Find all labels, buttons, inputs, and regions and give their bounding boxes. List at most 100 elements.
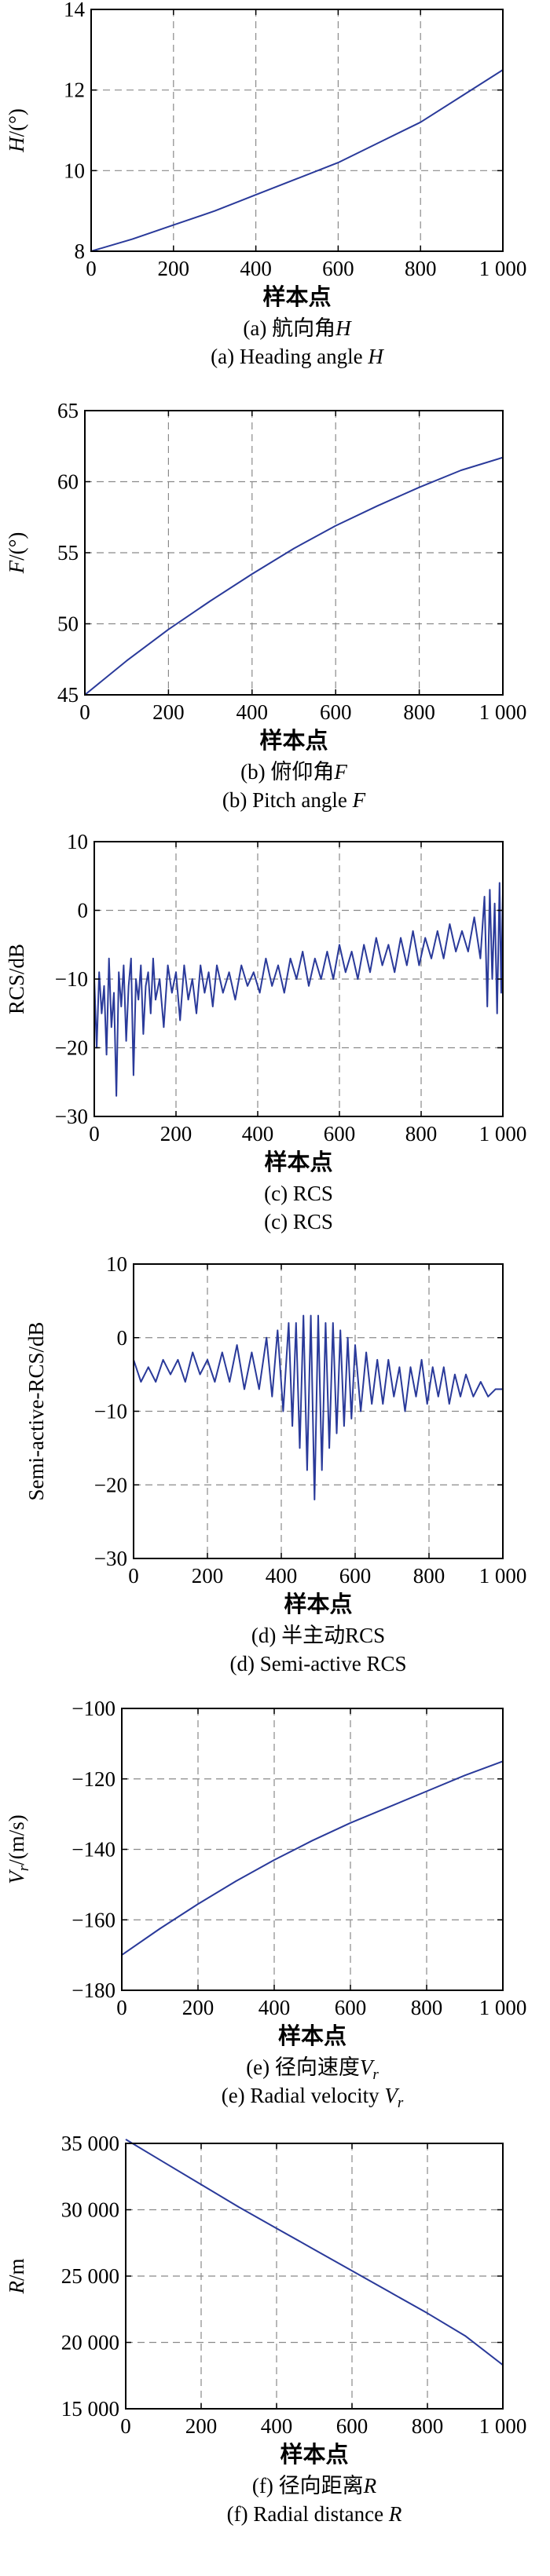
y-tick-label: 0 [117,1326,128,1350]
caption-cn: (d) 半主动RCS [251,1624,385,1647]
caption-cn-text: (f) 径向距离 [252,2474,364,2497]
y-axis-label-main: Semi-active-RCS/dB [24,1322,48,1501]
x-tick-label: 200 [152,700,185,724]
y-tick-label: −20 [94,1473,127,1496]
caption-cn: (e) 径向速度Vr [246,2055,379,2083]
x-tick-label: 0 [86,257,97,280]
y-axis-label: RCS/dB [5,944,28,1014]
x-tick-label: 800 [405,257,437,280]
x-axis-label: 样本点 [280,2441,348,2468]
y-tick-label: 8 [75,239,86,263]
y-axis-label-main: RCS/dB [5,944,28,1014]
y-tick-label: −160 [72,1908,116,1931]
y-tick-label: 10 [64,159,85,182]
x-tick-label: 1 000 [479,257,527,280]
y-tick-label: 20 000 [61,2331,119,2355]
x-tick-label: 600 [322,257,354,280]
y-axis-label-unit: /m [5,2258,28,2281]
caption-en-text: (b) Pitch angle [222,788,353,812]
chart-f: 0 200 400 600 800 1 000 15 000 20 000 25 000 30 0… [5,2132,526,2526]
y-tick-label: 65 [57,399,79,422]
x-tick-label: 400 [242,1122,274,1145]
y-tick-label: −20 [55,1036,88,1060]
x-tick-label: 800 [403,700,435,724]
caption-en-sub: r [398,2095,404,2111]
x-axis-label: 样本点 [262,283,331,310]
caption-en-text: (d) Semi-active RCS [230,1652,407,1675]
x-tick-label: 600 [320,700,352,724]
series-line [94,882,504,1097]
x-tick-label: 200 [192,1564,224,1588]
caption-cn: (c) RCS [264,1182,333,1205]
caption-en-var: H [367,345,384,368]
caption-en: (c) RCS [264,1210,333,1233]
y-tick-label: 25 000 [61,2264,119,2288]
caption-cn: (f) 径向距离R [252,2474,377,2497]
y-axis-label: R/m [5,2258,28,2294]
caption-cn: (a) 航向角H [243,316,352,340]
y-tick-label: −120 [72,1767,116,1791]
plot-frame [133,1263,504,1559]
caption-en: (e) Radial velocity Vr [222,2084,404,2111]
y-tick-label: −140 [72,1838,116,1862]
y-tick-label: 10 [106,1252,127,1276]
x-tick-label: 0 [79,700,90,724]
x-tick-label: 600 [324,1122,356,1145]
caption-en: (b) Pitch angle F [222,788,366,812]
caption-en-text: (f) Radial distance [227,2502,389,2526]
y-tick-label: −10 [94,1400,127,1423]
y-tick-label: 60 [57,470,79,494]
y-tick-label: 35 000 [61,2132,119,2155]
x-tick-label: 600 [335,1996,367,2019]
x-tick-label: 0 [116,1996,127,2019]
y-axis-label: F/(°) [5,532,28,575]
caption-cn-sub: r [372,2066,379,2083]
caption-en-var: F [352,788,366,812]
caption-cn-var: H [335,316,352,340]
series-line [125,2139,504,2366]
series-line [90,69,504,252]
caption-en: (f) Radial distance R [227,2502,402,2526]
x-tick-label: 800 [405,1122,438,1145]
y-tick-label: −30 [94,1547,127,1570]
caption-en-var: R [388,2502,402,2526]
caption-en-var: V [384,2084,400,2107]
x-tick-label: 400 [266,1564,298,1588]
caption-en-text: (e) Radial velocity [222,2084,385,2107]
x-tick-label: 0 [128,1564,139,1588]
caption-cn-text: (b) 俯仰角 [240,760,334,784]
y-tick-label: −100 [72,1697,116,1720]
y-axis-label-main: R [5,2281,28,2295]
x-tick-label: 0 [89,1122,100,1145]
y-axis-label-unit: /(m/s) [5,1814,28,1865]
x-axis-label: 样本点 [264,1149,332,1175]
y-axis-label-main: F [5,560,28,574]
x-tick-label: 200 [185,2414,218,2438]
y-tick-label: 10 [67,830,88,853]
caption-cn: (b) 俯仰角F [240,760,347,784]
chart-e: 0 200 400 600 800 1 000 −180 −160 −140 −120 −100 Vr… [5,1697,526,2111]
x-tick-label: 800 [413,1564,446,1588]
y-axis-label: Vr/(m/s) [5,1814,32,1884]
y-tick-label: 14 [64,0,86,21]
y-tick-label: −30 [55,1105,88,1128]
x-tick-label: 800 [412,2414,444,2438]
x-tick-label: 1 000 [479,1564,527,1588]
x-tick-label: 600 [339,1564,372,1588]
y-axis-label-unit: /(°) [5,532,28,561]
y-axis-label-main: V [5,1869,28,1884]
y-axis-label-main: H [5,136,28,153]
x-axis-label: 样本点 [259,727,328,754]
y-tick-label: 55 [57,541,79,565]
x-tick-label: 200 [160,1122,192,1145]
x-axis-label: 样本点 [278,2022,346,2049]
x-tick-label: 400 [236,700,269,724]
y-tick-label: 45 [57,683,79,707]
x-tick-label: 200 [158,257,190,280]
y-tick-label: 15 000 [61,2397,119,2421]
caption-cn-var: V [360,2055,376,2079]
caption-cn-text: (e) 径向速度 [246,2055,360,2079]
y-tick-label: 0 [78,899,89,923]
y-axis-label: H/(°) [5,108,28,153]
